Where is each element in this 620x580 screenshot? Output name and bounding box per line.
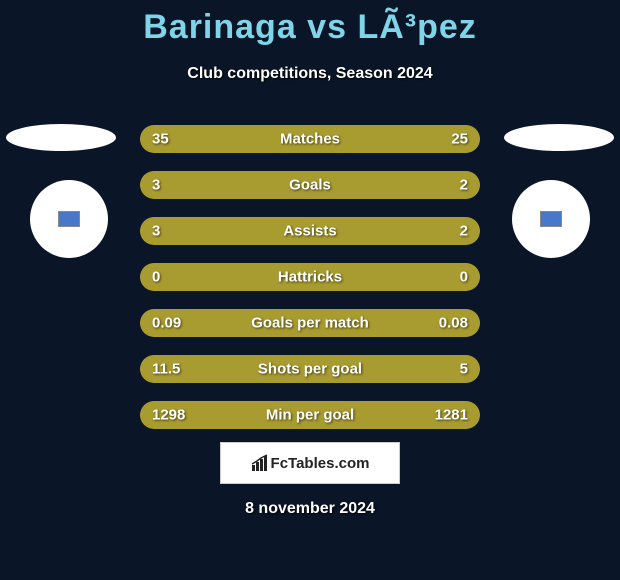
stat-row: 0 0 Hattricks — [140, 263, 480, 291]
stat-label: Goals — [289, 177, 331, 194]
stat-label: Min per goal — [266, 407, 354, 424]
brand-badge: FcTables.com — [220, 442, 400, 484]
stat-value-left: 3 — [152, 177, 160, 194]
stat-value-left: 11.5 — [152, 361, 180, 378]
brand-text: FcTables.com — [271, 455, 370, 472]
player-badge-right — [504, 124, 614, 151]
stat-label: Matches — [280, 131, 340, 148]
stat-value-left: 35 — [152, 131, 169, 148]
stat-value-right: 2 — [460, 223, 468, 240]
stat-row: 3 2 Assists — [140, 217, 480, 245]
comparison-title: Barinaga vs LÃ³pez — [0, 0, 620, 47]
footer-date: 8 november 2024 — [245, 500, 375, 518]
flag-icon — [58, 211, 80, 227]
chart-icon — [251, 454, 269, 472]
stat-value-right: 25 — [451, 131, 468, 148]
stat-row: 3 2 Goals — [140, 171, 480, 199]
player-avatar-left — [30, 180, 108, 258]
stat-value-right: 1281 — [435, 407, 468, 424]
stat-label: Assists — [283, 223, 336, 240]
stat-value-right: 2 — [460, 177, 468, 194]
stat-value-left: 1298 — [152, 407, 185, 424]
stat-value-left: 3 — [152, 223, 160, 240]
stat-row: 1298 1281 Min per goal — [140, 401, 480, 429]
stat-value-right: 0 — [460, 269, 468, 286]
player-badge-left — [6, 124, 116, 151]
stat-row: 0.09 0.08 Goals per match — [140, 309, 480, 337]
stat-row: 35 25 Matches — [140, 125, 480, 153]
stat-row: 11.5 5 Shots per goal — [140, 355, 480, 383]
stat-value-right: 5 — [460, 361, 468, 378]
stat-value-right: 0.08 — [439, 315, 468, 332]
stat-label: Hattricks — [278, 269, 342, 286]
stat-value-left: 0.09 — [152, 315, 181, 332]
stats-table: 35 25 Matches 3 2 Goals 3 2 Assists 0 0 Hattricks 0.… — [140, 125, 480, 447]
comparison-subtitle: Club competitions, Season 2024 — [0, 65, 620, 83]
stat-label: Shots per goal — [258, 361, 362, 378]
flag-icon — [540, 211, 562, 227]
stat-value-left: 0 — [152, 269, 160, 286]
player-avatar-right — [512, 180, 590, 258]
stat-label: Goals per match — [251, 315, 369, 332]
